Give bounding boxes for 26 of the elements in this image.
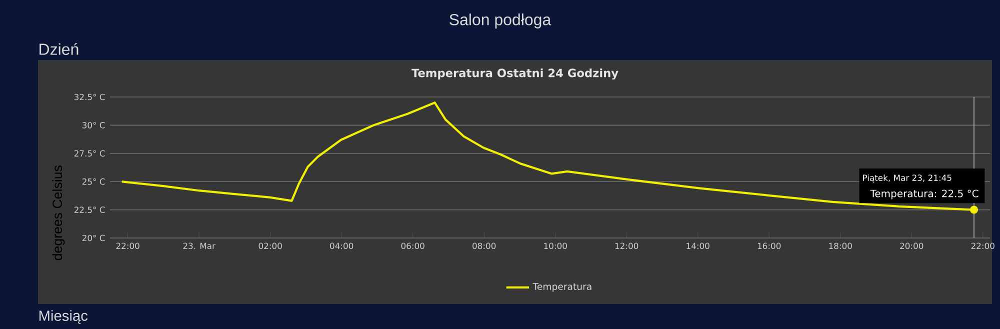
x-tick-label: 14:00: [686, 242, 710, 250]
x-tick-label: 18:00: [829, 242, 852, 250]
x-tick-label: 16:00: [758, 242, 781, 250]
x-tick-label: 23. Mar: [183, 242, 216, 250]
legend-label: Temperatura: [532, 283, 592, 292]
x-tick-label: 22:00: [116, 242, 140, 250]
x-tick-label: 06:00: [401, 242, 424, 250]
text: Salon podłoga: [450, 14, 552, 28]
annotation: Temperatura: 22.5 °C: [870, 190, 978, 200]
text: Miesiąc: [39, 310, 88, 324]
annotation: Piątek, Mar 23, 21:45: [863, 174, 952, 182]
y-tick-label: 20° C: [82, 234, 105, 242]
x-tick-label: 12:00: [615, 242, 638, 250]
y-tick-label: 22.5° C: [74, 206, 105, 213]
y-tick-label: 32.5° C: [74, 94, 105, 100]
x-tick-label: 22:00: [971, 242, 994, 250]
chart-title: Temperatura Ostatni 24 Godziny: [412, 68, 618, 80]
text: Dzień: [40, 43, 78, 55]
y-tick-label: 25° C: [82, 178, 105, 185]
x-tick-label: 20:00: [900, 242, 924, 250]
x-tick-label: 08:00: [472, 242, 496, 250]
x-tick-label: 04:00: [330, 242, 354, 250]
x-tick-label: 02:00: [258, 242, 282, 250]
y-tick-label: 27.5° C: [74, 150, 105, 157]
y-tick-label: 30° C: [82, 122, 105, 128]
x-tick-label: 10:00: [544, 242, 567, 250]
